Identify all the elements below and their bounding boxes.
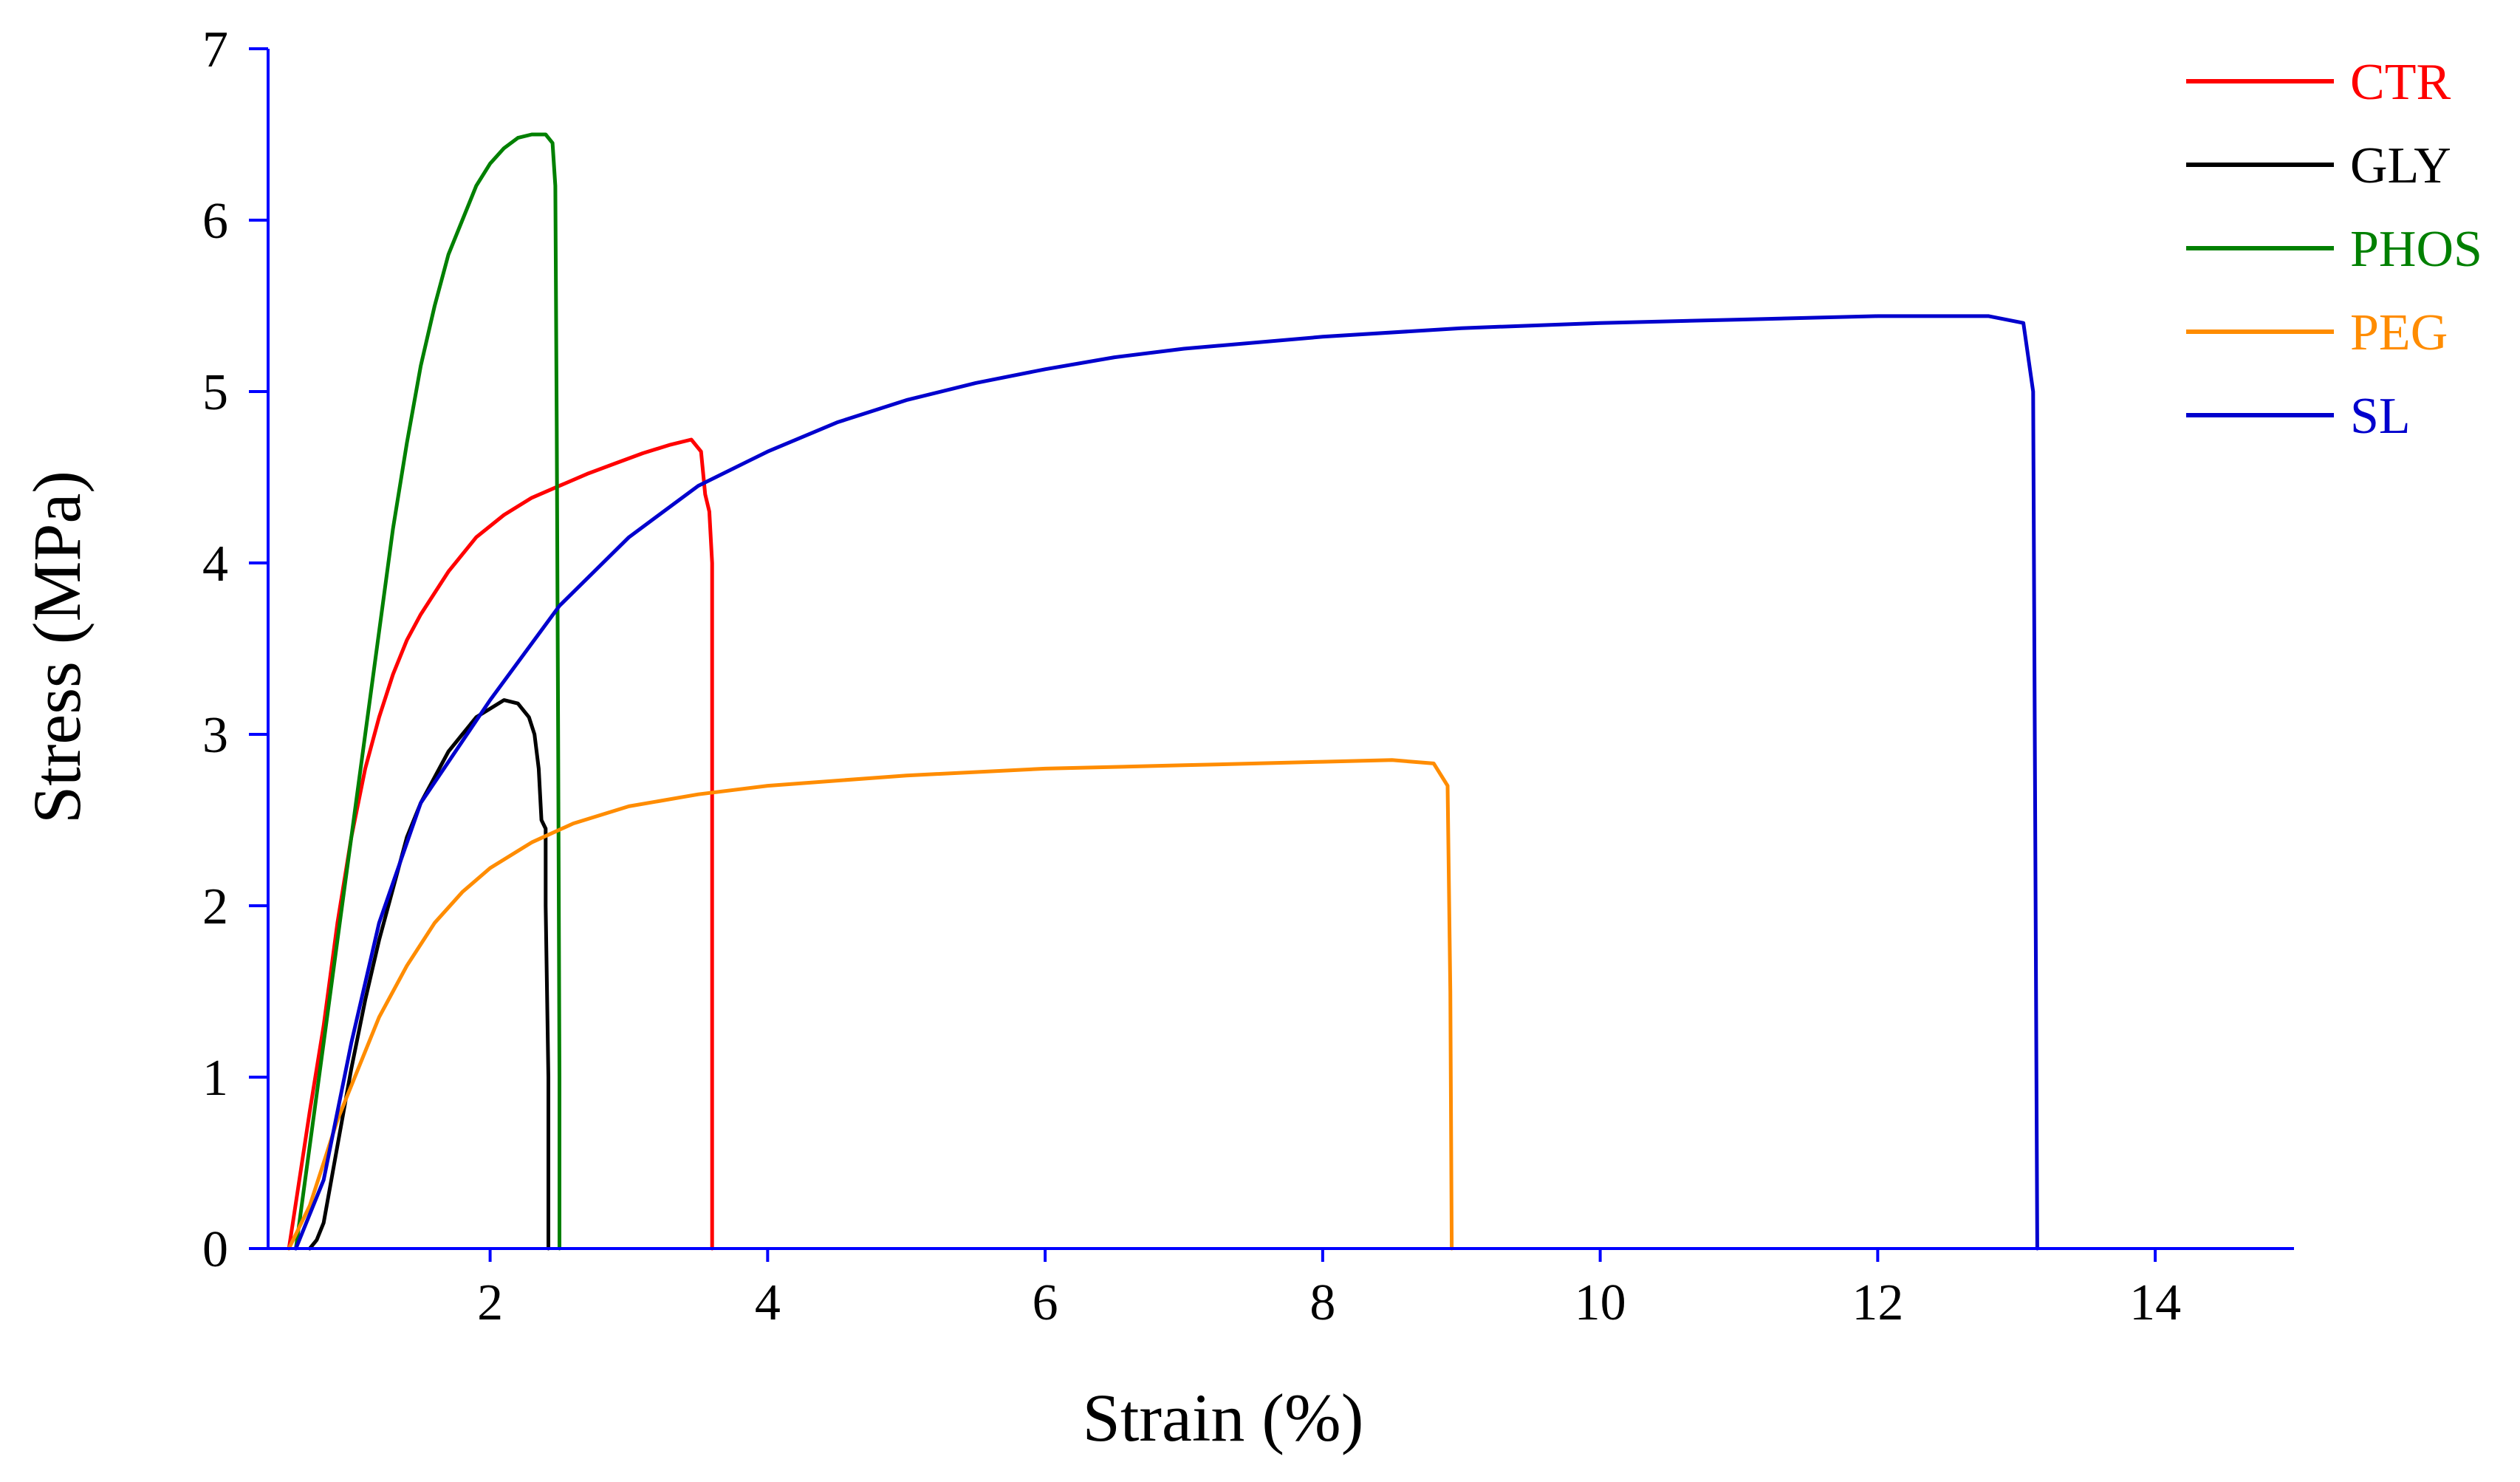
y-tick-label: 5 — [202, 364, 228, 421]
x-axis-title: Strain (%) — [1083, 1380, 1364, 1455]
series-line-gly — [307, 698, 550, 1251]
legend-label: SL — [2350, 388, 2411, 445]
y-tick-label: 2 — [202, 878, 228, 935]
series-line-phos — [294, 132, 561, 1251]
x-tick-label: 4 — [755, 1274, 781, 1331]
x-tick-label: 12 — [1852, 1274, 1903, 1331]
legend-label: GLY — [2350, 137, 2451, 194]
x-tick-label: 6 — [1033, 1274, 1058, 1331]
legend-label: CTR — [2350, 54, 2451, 111]
legend-item-phos: PHOS — [2186, 221, 2482, 278]
y-tick-label: 7 — [202, 21, 228, 78]
y-axis-title: Stress (MPa) — [19, 471, 95, 824]
series-line-sl — [294, 314, 2039, 1251]
x-tick-label: 2 — [477, 1274, 503, 1331]
series-layer — [287, 132, 2039, 1251]
y-tick-label: 3 — [202, 707, 228, 764]
y-tick-label: 6 — [202, 193, 228, 250]
y-tick-label: 4 — [202, 536, 228, 593]
y-tick-label: 1 — [202, 1050, 228, 1107]
x-tick-label: 8 — [1309, 1274, 1335, 1331]
series-line-ctr — [287, 437, 714, 1251]
x-tick-label: 10 — [1575, 1274, 1626, 1331]
legend-item-sl: SL — [2186, 388, 2411, 445]
legend-label: PHOS — [2350, 221, 2482, 278]
y-tick-label: 0 — [202, 1221, 228, 1278]
legend-item-ctr: CTR — [2186, 54, 2451, 111]
legend-label: PEG — [2350, 304, 2448, 361]
series-line-peg — [287, 758, 1454, 1251]
legend: CTR GLY PHOS PEG SL — [2186, 54, 2482, 445]
legend-item-gly: GLY — [2186, 137, 2451, 194]
x-tick-label: 14 — [2129, 1274, 2181, 1331]
legend-item-peg: PEG — [2186, 304, 2448, 361]
